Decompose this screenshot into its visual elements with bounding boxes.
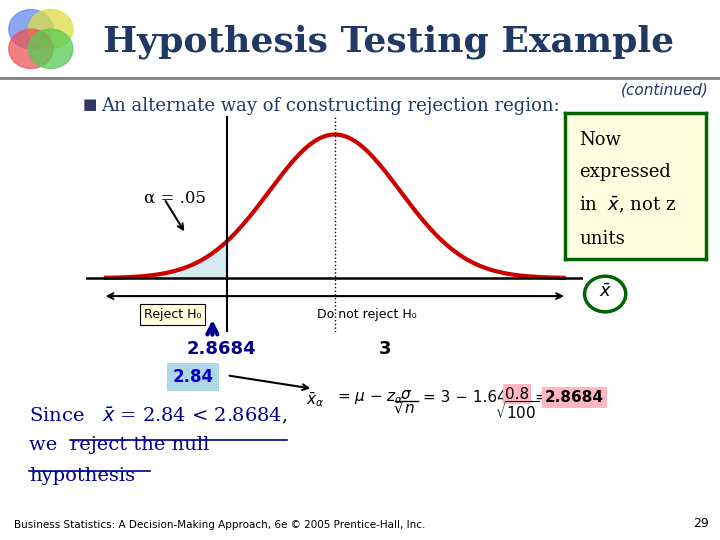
Text: $\sqrt{100}$: $\sqrt{100}$	[495, 400, 539, 422]
Text: Business Statistics: A Decision-Making Approach, 6e © 2005 Prentice-Hall, Inc.: Business Statistics: A Decision-Making A…	[14, 520, 426, 530]
Text: $\sqrt{n}$: $\sqrt{n}$	[393, 400, 419, 416]
Text: = $\mu$ − $z_{\alpha}$: = $\mu$ − $z_{\alpha}$	[337, 390, 404, 406]
Circle shape	[9, 29, 53, 69]
Text: in  $\bar{x}$, not z: in $\bar{x}$, not z	[579, 195, 676, 215]
Text: reject the null: reject the null	[70, 436, 210, 454]
Text: 2.8684: 2.8684	[545, 390, 604, 405]
Text: =: =	[534, 390, 547, 405]
Text: 2.84: 2.84	[172, 368, 214, 386]
Circle shape	[29, 29, 73, 69]
Text: 2.8684: 2.8684	[187, 340, 256, 358]
Text: Do not reject H₀: Do not reject H₀	[318, 308, 417, 321]
Circle shape	[585, 276, 626, 312]
Text: An alternate way of constructing rejection region:: An alternate way of constructing rejecti…	[101, 97, 559, 115]
Text: 3: 3	[379, 340, 392, 358]
Circle shape	[9, 10, 53, 49]
Text: Hypothesis Testing Example: Hypothesis Testing Example	[103, 24, 675, 59]
Text: we: we	[29, 436, 63, 454]
Circle shape	[29, 10, 73, 49]
Text: $\bar{x}$: $\bar{x}$	[598, 283, 612, 301]
Text: 29: 29	[693, 517, 709, 530]
Text: Now: Now	[579, 131, 621, 149]
Text: ■: ■	[83, 97, 97, 112]
Text: α = .05: α = .05	[144, 190, 206, 207]
Text: 0.8: 0.8	[505, 387, 529, 402]
Text: $\sigma$: $\sigma$	[400, 387, 412, 402]
Text: hypothesis: hypothesis	[29, 467, 135, 485]
Text: units: units	[579, 230, 625, 248]
Text: $\bar{x}_{\alpha}$: $\bar{x}_{\alpha}$	[306, 390, 325, 409]
Text: Reject H₀: Reject H₀	[144, 308, 202, 321]
Text: expressed: expressed	[579, 163, 671, 181]
Text: (continued): (continued)	[621, 82, 709, 97]
Text: = 3 − 1.645: = 3 − 1.645	[423, 390, 516, 405]
Text: Since   $\bar{x}$ = 2.84 < 2.8684,: Since $\bar{x}$ = 2.84 < 2.8684,	[29, 406, 287, 427]
